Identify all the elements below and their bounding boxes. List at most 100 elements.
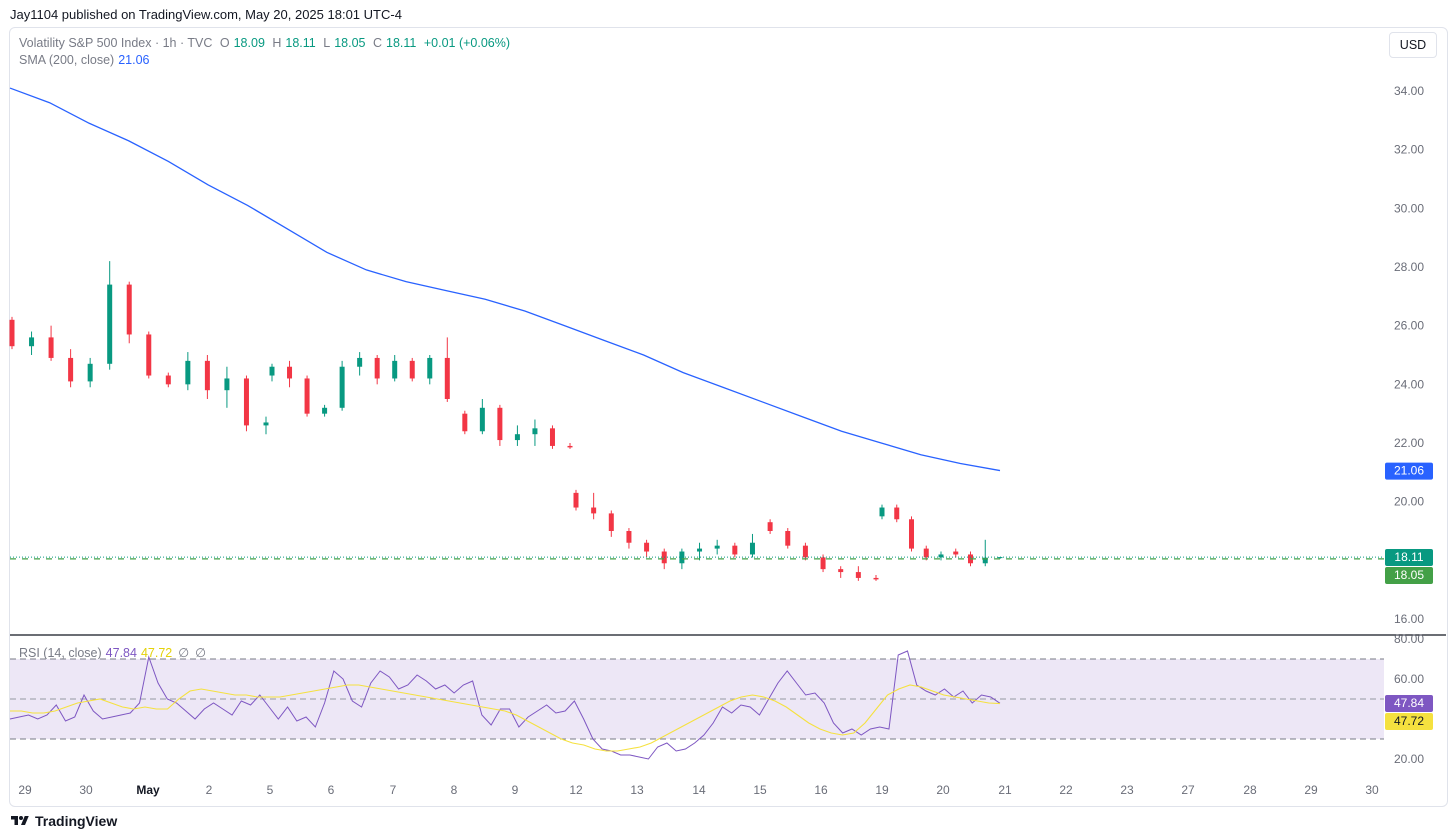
candle-body — [107, 284, 113, 364]
candle-body — [785, 531, 791, 546]
sma-label: SMA (200, close) — [19, 53, 115, 67]
rsi-value-label: 47.84 — [1394, 696, 1424, 710]
candle-body — [644, 542, 650, 552]
time-axis-tick: 20 — [936, 783, 950, 797]
chart-legend: Volatility S&P 500 Index · 1h · TVC O 18.… — [19, 36, 514, 50]
candle-body — [9, 319, 15, 347]
low-price-label-bg — [1385, 567, 1433, 584]
low-price-label: 18.05 — [1394, 568, 1424, 582]
candle-body — [873, 577, 879, 580]
candle-body — [322, 407, 328, 414]
price-axis-tick: 24.00 — [1394, 377, 1424, 391]
price-axis-tick: 26.00 — [1394, 319, 1424, 333]
candle-body — [409, 360, 415, 379]
rsi-legend[interactable]: RSI (14, close) 47.84 47.72 ∅ ∅ — [19, 645, 206, 660]
time-axis-tick: 12 — [569, 783, 583, 797]
open-value: 18.09 — [233, 36, 265, 50]
chart-frame — [9, 27, 1448, 807]
na-icon: ∅ — [195, 646, 207, 660]
candle-body — [444, 357, 450, 399]
price-axis-tick: 28.00 — [1394, 260, 1424, 274]
time-axis-tick: 29 — [18, 783, 32, 797]
low-key: L — [323, 36, 331, 50]
candle-body — [497, 407, 503, 441]
time-axis-tick: 22 — [1059, 783, 1073, 797]
candle-body — [87, 363, 93, 382]
candle-body — [146, 334, 152, 376]
candle-body — [591, 507, 597, 514]
high-value: 18.11 — [285, 36, 316, 50]
attribution-text: Jay1104 published on TradingView.com, Ma… — [10, 7, 402, 22]
time-axis-tick: 8 — [451, 783, 458, 797]
candle-body — [269, 366, 275, 376]
time-axis-tick: 14 — [692, 783, 706, 797]
time-axis-tick: 21 — [998, 783, 1012, 797]
candle-body — [802, 545, 808, 558]
close-key: C — [372, 36, 382, 50]
sma-line — [9, 87, 1001, 472]
time-axis-tick: 29 — [1304, 783, 1318, 797]
candle-body — [894, 507, 900, 520]
rsi-ma-value-label-bg — [1385, 713, 1433, 730]
last-close-label: 18.11 — [1394, 550, 1423, 564]
candle-body — [339, 366, 345, 408]
rsi-ma-line — [10, 684, 1001, 752]
candle-body — [185, 360, 191, 385]
rsi-band-fill — [10, 659, 1384, 739]
time-axis-tick: 28 — [1243, 783, 1257, 797]
price-axis-tick: 34.00 — [1394, 84, 1424, 98]
candle-body — [514, 434, 520, 441]
low-value: 18.05 — [334, 36, 366, 50]
candle-body — [287, 366, 293, 379]
candle-body — [243, 378, 249, 426]
candle-body — [263, 422, 269, 426]
na-icon: ∅ — [178, 646, 190, 660]
candle-body — [855, 572, 861, 578]
price-axis-tick: 16.00 — [1394, 612, 1424, 626]
candle-body — [909, 519, 914, 549]
candle-body — [224, 378, 230, 391]
time-axis-tick: 13 — [630, 783, 644, 797]
price-axis-tick: 32.00 — [1394, 143, 1424, 157]
tradingview-logo-icon — [11, 816, 29, 825]
rsi-value-label-bg — [1385, 695, 1433, 712]
candle-body — [953, 551, 959, 555]
candle-body — [626, 531, 632, 543]
rsi-label: RSI (14, close) — [19, 646, 102, 660]
time-axis-tick: 27 — [1181, 783, 1195, 797]
rsi-axis-tick: 60.00 — [1394, 672, 1424, 686]
symbol-label[interactable]: Volatility S&P 500 Index · 1h · TVC — [19, 36, 213, 50]
change-value: +0.01 (+0.06%) — [423, 36, 511, 50]
candle-body — [392, 360, 398, 379]
rsi-axis-tick: 80.00 — [1394, 632, 1424, 646]
sma-price-label-bg — [1385, 462, 1433, 480]
price-axis-tick: 20.00 — [1394, 495, 1424, 509]
candle-body — [374, 357, 380, 379]
candle-body — [732, 545, 738, 555]
sma-value: 21.06 — [118, 53, 150, 67]
candle-body — [838, 569, 844, 573]
candle-body — [879, 507, 885, 517]
candle-body — [126, 284, 132, 335]
sma-legend[interactable]: SMA (200, close) 21.06 — [19, 53, 149, 67]
time-axis-tick: 5 — [267, 783, 274, 797]
candle-body — [304, 378, 310, 414]
candle-body — [767, 522, 773, 531]
rsi-axis-tick: 20.00 — [1394, 752, 1424, 766]
candle-body — [749, 542, 755, 555]
footer-brand-label: TradingView — [35, 813, 118, 829]
candle-body — [938, 554, 944, 558]
candle-body — [549, 428, 555, 446]
open-key: O — [219, 36, 230, 50]
candle-body — [48, 337, 54, 358]
currency-button[interactable]: USD — [1389, 32, 1437, 58]
candle-body — [204, 360, 210, 391]
candle-body — [567, 445, 573, 448]
rsi-ma-value-label: 47.72 — [1394, 714, 1424, 728]
time-axis-tick: 15 — [753, 783, 767, 797]
price-axis-tick: 22.00 — [1394, 436, 1424, 450]
sma-price-label: 21.06 — [1394, 464, 1424, 478]
time-axis-tick: 7 — [390, 783, 397, 797]
candle-body — [29, 337, 35, 347]
